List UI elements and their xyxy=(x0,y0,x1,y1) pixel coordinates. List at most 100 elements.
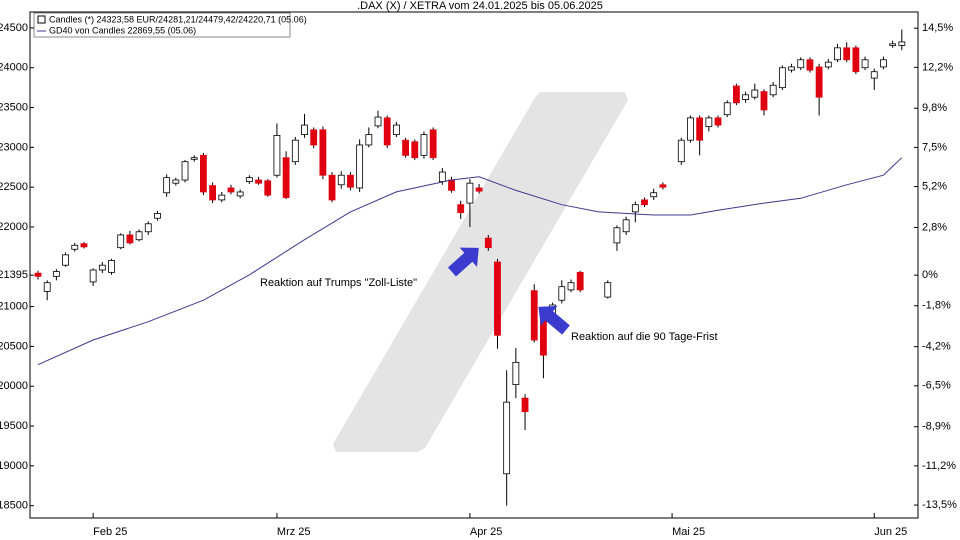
y2-tick-label: -6,5% xyxy=(922,380,951,392)
candle-body xyxy=(163,177,171,194)
y-tick-label: 22000 xyxy=(0,221,28,233)
candle-body xyxy=(71,244,79,250)
candle-body xyxy=(677,139,685,163)
candle-body xyxy=(769,84,777,96)
y-tick-label: 22500 xyxy=(0,181,28,193)
candle-body xyxy=(135,231,143,241)
y-tick-label: 21395 xyxy=(0,269,28,281)
candle-body xyxy=(530,290,538,341)
candle-body xyxy=(788,66,795,71)
y2-tick-label: -11,2% xyxy=(922,460,956,472)
y2-tick-label: 0% xyxy=(922,269,938,281)
candle-body xyxy=(310,129,318,146)
candle-body xyxy=(264,180,272,196)
arrow xyxy=(538,305,570,335)
candle-body xyxy=(98,264,106,271)
candle-body xyxy=(402,139,409,156)
plot-frame xyxy=(29,11,919,519)
candle-body xyxy=(613,227,621,244)
candle-body xyxy=(778,67,786,89)
candle-body xyxy=(512,361,520,386)
candle-body xyxy=(889,43,897,46)
candle-body xyxy=(815,66,823,98)
y-tick-label: 21000 xyxy=(0,301,28,313)
x-tick-label: Mai 25 xyxy=(672,526,705,538)
candle-body xyxy=(687,117,694,141)
candle-body xyxy=(337,174,345,186)
y2-tick-label: -4,2% xyxy=(922,341,951,353)
x-tick-label: Mrz 25 xyxy=(277,526,311,538)
chart-title: .DAX (X) / XETRA vom 24.01.2025 bis 05.0… xyxy=(357,0,603,12)
y2-tick-label: -13,5% xyxy=(922,499,957,511)
candle-body xyxy=(301,124,308,136)
moving-average-line xyxy=(37,157,903,366)
y-tick-label: 19500 xyxy=(0,420,28,432)
candle-body xyxy=(43,282,51,292)
legend-box xyxy=(33,12,291,38)
x-tick-label: Feb 25 xyxy=(93,526,127,538)
candle-body xyxy=(209,185,216,201)
legend-icon xyxy=(37,15,46,24)
y-tick-label: 24000 xyxy=(0,62,28,74)
candle-body xyxy=(154,213,161,219)
y-tick-label: 24500 xyxy=(0,22,28,34)
candle-body xyxy=(641,199,648,206)
candle-body xyxy=(392,124,400,136)
y2-tick-label: 5,2% xyxy=(922,180,947,192)
candle-body xyxy=(117,234,125,249)
y-tick-label: 23500 xyxy=(0,101,28,113)
candle-body xyxy=(751,89,759,98)
candle-body xyxy=(475,187,483,192)
y2-tick-label: 14,5% xyxy=(922,22,953,34)
candle-body xyxy=(411,141,419,159)
candle-body xyxy=(172,179,180,184)
candle-body xyxy=(420,134,428,156)
candle-body xyxy=(62,254,69,266)
candle-body xyxy=(898,41,906,46)
y2-tick-label: 2,8% xyxy=(922,221,947,233)
candle-body xyxy=(733,85,740,104)
x-tick-label: Apr 25 xyxy=(470,526,502,538)
candle-body xyxy=(245,177,253,182)
candle-body xyxy=(328,174,336,201)
candle-body xyxy=(383,117,391,146)
y2-tick-label: 7,5% xyxy=(922,141,947,153)
candle-body xyxy=(356,144,364,189)
candle-body xyxy=(484,237,492,249)
candle-body xyxy=(870,71,878,79)
candle-body xyxy=(631,204,639,213)
candle-body xyxy=(457,204,465,214)
candle-body xyxy=(714,117,722,126)
x-tick-label: Jun 25 xyxy=(874,526,907,538)
annotation: Reaktion auf Trumps "Zoll-Liste" xyxy=(260,277,417,289)
legend-label: Candles (*) 24323,58 EUR/24281,21/24479,… xyxy=(49,14,307,24)
candle-body xyxy=(190,157,198,160)
legend-label: GD40 von Candles 22869,55 (05.06) xyxy=(49,25,196,35)
y2-tick-label: 12,2% xyxy=(922,61,953,73)
candle-body xyxy=(236,191,244,197)
candle-body xyxy=(576,271,584,291)
y-tick-label: 19000 xyxy=(0,460,28,472)
candle-body xyxy=(843,47,851,61)
annotation: Reaktion auf die 90 Tage-Frist xyxy=(571,331,718,343)
candle-body xyxy=(521,397,529,413)
candle-body xyxy=(218,194,226,201)
candle-body xyxy=(852,47,860,73)
candle-body xyxy=(319,129,327,176)
candle-body xyxy=(374,116,382,127)
candle-body xyxy=(880,59,887,68)
candle-body xyxy=(200,154,207,193)
candle-body xyxy=(126,234,134,244)
y-tick-label: 23000 xyxy=(0,141,28,153)
candle-body xyxy=(89,269,97,283)
candle-body xyxy=(659,184,667,188)
y-tick-label: 20500 xyxy=(0,340,28,352)
candle-body xyxy=(273,135,281,176)
y-tick-label: 18500 xyxy=(0,500,28,512)
candle-body xyxy=(622,219,630,233)
candle-body xyxy=(52,271,60,277)
candle-body xyxy=(181,161,189,181)
candle-body xyxy=(797,59,805,69)
candle-body xyxy=(34,272,42,277)
candle-body xyxy=(604,282,612,298)
